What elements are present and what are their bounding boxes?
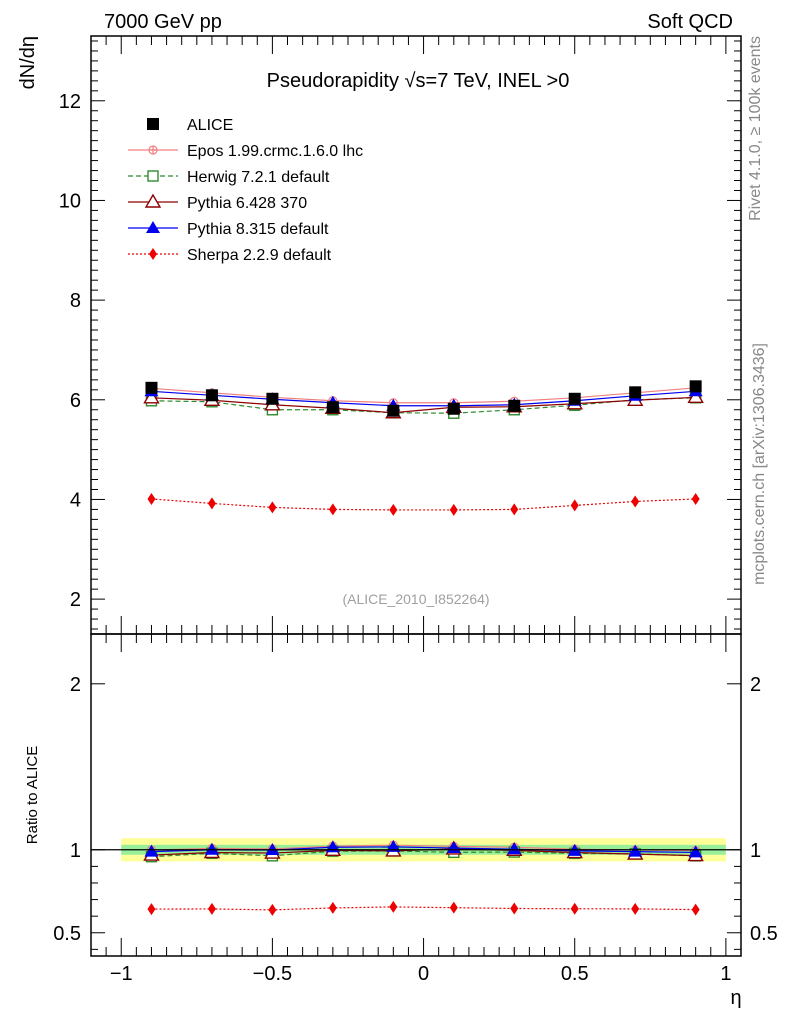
ratio-tick-label: 1 [70, 840, 81, 862]
legend-label: ALICE [187, 117, 233, 134]
legend-label: Pythia 6.428 370 [187, 195, 307, 212]
ratio-plot-frame [90, 633, 742, 957]
y-axis-label: dN/dη [17, 36, 39, 89]
ratio-point [268, 903, 277, 916]
legend-item-epos-1-99-crmc-1-6-0-lhc: Epos 1.99.crmc.1.6.0 lhc [128, 143, 363, 160]
chart-title: Pseudorapidity √s=7 TeV, INEL >0 [267, 70, 570, 92]
ratio-point [204, 842, 219, 855]
ratio-point [510, 902, 519, 915]
data-point [570, 499, 579, 512]
process-label: Soft QCD [647, 11, 733, 33]
series-line [151, 498, 696, 511]
y-tick-label: 6 [70, 390, 81, 412]
legend-item-alice: ALICE [147, 117, 233, 134]
data-point [205, 389, 218, 402]
ratio-point [265, 843, 280, 856]
x-tick-label: −0.5 [253, 963, 292, 985]
ratio-tick-label-right: 1 [750, 840, 761, 862]
x-tick-label: 1 [720, 963, 731, 985]
ratio-point [449, 901, 458, 914]
y-tick-label: 2 [70, 589, 81, 611]
legend-label: Epos 1.99.crmc.1.6.0 lhc [187, 143, 363, 160]
series-sherpa-2-2-9-default [147, 492, 700, 916]
ratio-point [507, 842, 522, 855]
data-point [568, 392, 581, 405]
ratio-point [207, 902, 216, 915]
legend-marker [148, 145, 158, 155]
legend-marker [146, 221, 160, 233]
ratio-point [688, 845, 703, 858]
legend-item-pythia-8-315-default: Pythia 8.315 default [128, 221, 329, 238]
series-alice [145, 380, 702, 417]
ratio-point [147, 903, 156, 916]
data-point [326, 401, 339, 414]
ratio-point [389, 900, 398, 913]
data-point [508, 399, 521, 412]
ratio-point [328, 901, 337, 914]
y-tick-label: 12 [59, 91, 81, 113]
ratio-tick-label-right: 0.5 [750, 923, 778, 945]
series-line [151, 397, 696, 414]
ratio-point [691, 903, 700, 916]
legend-marker [147, 118, 159, 130]
x-tick-label: −1 [110, 963, 133, 985]
data-point [631, 495, 640, 508]
mcplots-info: mcplots.cern.ch [arXiv:1306.3436] [751, 343, 768, 585]
legend-marker [147, 170, 159, 182]
data-point [449, 503, 458, 516]
series-ratio-line [151, 850, 696, 858]
legend-label: Sherpa 2.2.9 default [187, 247, 332, 264]
ratio-point [631, 902, 640, 915]
series-line [151, 387, 696, 404]
series-line [151, 396, 696, 414]
legend-label: Herwig 7.2.1 default [187, 169, 330, 186]
x-axis-label: η [730, 987, 741, 1009]
legend-item-pythia-6-428-370: Pythia 6.428 370 [128, 193, 307, 212]
data-point [207, 497, 216, 510]
analysis-id: (ALICE_2010_I852264) [342, 591, 489, 607]
legend-marker [144, 193, 162, 208]
ratio-y-axis-label: Ratio to ALICE [24, 746, 41, 844]
ratio-tick-label: 0.5 [53, 923, 81, 945]
legend-item-herwig-7-2-1-default: Herwig 7.2.1 default [128, 169, 330, 186]
data-point [389, 503, 398, 516]
ratio-point [386, 839, 401, 852]
series-ratio-line [151, 906, 696, 911]
data-point [145, 381, 158, 394]
data-point [510, 503, 519, 516]
legend-marker [149, 248, 157, 260]
beam-label: 7000 GeV pp [104, 11, 222, 33]
marker-cross [149, 146, 157, 154]
y-tick-label: 10 [59, 190, 81, 212]
data-point [266, 392, 279, 405]
data-point [387, 404, 400, 417]
ratio-point [144, 844, 159, 857]
data-point [447, 402, 460, 415]
ratio-tick-label-right: 2 [750, 674, 761, 696]
data-point [689, 380, 702, 393]
ratio-point [570, 902, 579, 915]
data-point [691, 492, 700, 505]
series-line [151, 390, 696, 407]
data-point [143, 389, 160, 404]
data-point [629, 386, 642, 399]
ratio-tick-label: 2 [70, 674, 81, 696]
data-point [147, 492, 156, 505]
legend-label: Pythia 8.315 default [187, 221, 329, 238]
ratio-point [628, 844, 643, 857]
data-point [268, 501, 277, 514]
data-point [328, 503, 337, 516]
y-tick-label: 8 [70, 290, 81, 312]
legend: ALICE Epos 1.99.crmc.1.6.0 lhc Herwig 7.2.… [128, 117, 363, 264]
rivet-info: Rivet 4.1.0, ≥ 100k events [747, 36, 764, 221]
x-tick-label: 0 [418, 963, 429, 985]
legend-item-sherpa-2-2-9-default: Sherpa 2.2.9 default [128, 247, 332, 264]
x-tick-label: 0.5 [561, 963, 589, 985]
y-tick-label: 4 [70, 489, 81, 511]
